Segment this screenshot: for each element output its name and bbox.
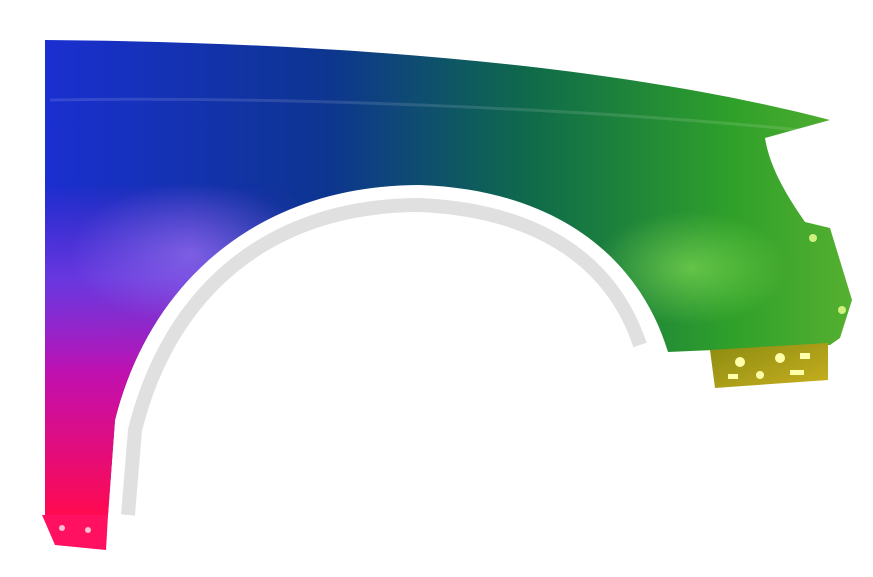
fender-body — [45, 40, 852, 516]
front-lower-bracket — [42, 515, 108, 550]
side-clips — [809, 234, 846, 314]
rear-mounting-bracket — [710, 343, 828, 388]
